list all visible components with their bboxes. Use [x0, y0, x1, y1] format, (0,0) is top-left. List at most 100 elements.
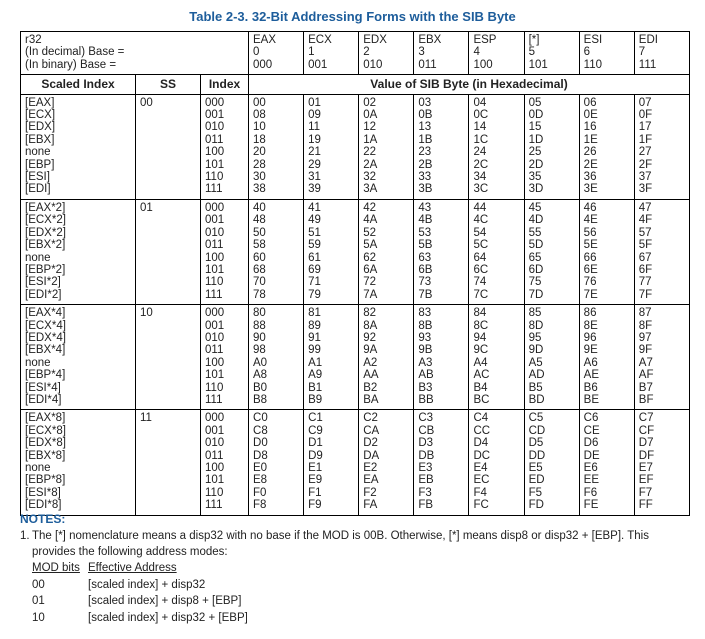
- sib-value: 2D: [528, 158, 544, 171]
- register-name: EBX: [418, 34, 442, 46]
- index-bits: 010: [205, 437, 225, 450]
- sib-value: 5C: [473, 239, 489, 252]
- sib-value: 8A: [363, 319, 378, 332]
- sib-value: 0B: [418, 109, 433, 122]
- index-bits: 011: [205, 449, 224, 462]
- sib-value-cell: 42 4A 52 5A 62 6A 72 7A: [358, 198, 415, 306]
- ss-cell: 10: [135, 304, 201, 411]
- sib-value: 22: [363, 146, 377, 159]
- register-name: ECX: [308, 34, 332, 46]
- sib-value: CB: [418, 424, 435, 437]
- sib-value-cell: 00 08 10 18 20 28 30 38: [248, 93, 305, 200]
- sib-value: E7: [638, 462, 653, 474]
- index-bits: 001: [205, 319, 225, 332]
- sib-value: 0D: [528, 109, 544, 122]
- sib-value: 55: [528, 226, 542, 239]
- sib-value: FD: [528, 499, 544, 512]
- register-decimal: 6: [583, 46, 591, 59]
- sib-value: 26: [583, 146, 597, 159]
- mode-header: Effective Address: [88, 562, 177, 574]
- base-label-cell: r32 (In decimal) Base = (In binary) Base =: [19, 30, 250, 76]
- scaled-index: [EBP*2]: [25, 263, 66, 276]
- sib-value: 6C: [473, 263, 489, 276]
- scaled-index: [ESI*8]: [25, 486, 61, 499]
- sib-value: F3: [418, 486, 432, 499]
- sib-value: 33: [418, 171, 432, 184]
- sib-value: 44: [473, 201, 487, 214]
- scaled-index: none: [25, 146, 51, 159]
- ss-cell: 11: [135, 409, 201, 516]
- sib-value: 14: [473, 121, 487, 134]
- sib-value: 18: [253, 133, 266, 146]
- sib-value: A9: [308, 369, 323, 382]
- sib-value: 51: [308, 226, 321, 239]
- sib-value: EE: [583, 474, 600, 487]
- sib-value: 40: [253, 201, 266, 214]
- index-bits: 100: [205, 356, 225, 369]
- sib-value: A5: [528, 356, 543, 369]
- sib-value: 12: [363, 121, 377, 134]
- sib-value: A1: [308, 356, 323, 369]
- sib-value: 52: [363, 226, 377, 239]
- scaled-index: [EDI*4]: [25, 393, 62, 406]
- sib-value: 43: [418, 201, 432, 214]
- scaled-index: [EBP]: [25, 158, 55, 171]
- sib-value-cell: C0 C8 D0 D8 E0 E8 F0 F8: [248, 409, 305, 516]
- scaled-index: [EDX*4]: [25, 331, 66, 344]
- sib-value: 4A: [363, 214, 378, 227]
- register-name: ESI: [583, 34, 603, 46]
- notes: NOTES: 1. The [*] nomenclature means a di…: [20, 511, 690, 626]
- sib-value: 9D: [528, 344, 544, 357]
- sib-value: 73: [418, 276, 432, 289]
- sib-value: B3: [418, 381, 433, 394]
- sib-value: 76: [583, 276, 597, 289]
- column-header: SS: [135, 74, 201, 95]
- sib-value: 57: [638, 226, 652, 239]
- sib-value: 10: [253, 121, 266, 134]
- sib-value: F7: [638, 486, 653, 499]
- scaled-index: [EAX]: [25, 96, 55, 109]
- sib-value: 4C: [473, 214, 489, 227]
- sib-value: 2C: [473, 158, 489, 171]
- sib-value: E4: [473, 462, 488, 474]
- index-cell: 000 001 010 011 100 101 110 111: [199, 198, 250, 306]
- sib-value: 8D: [528, 319, 544, 332]
- sib-value: D7: [638, 437, 654, 450]
- sib-value: 6D: [528, 263, 544, 276]
- sib-value: 93: [418, 331, 432, 344]
- sib-value: EB: [418, 474, 434, 487]
- sib-value: 77: [638, 276, 652, 289]
- sib-value-cell: 06 0E 16 1E 26 2E 36 3E: [578, 93, 635, 200]
- sib-value-cell: 01 09 11 19 21 29 31 39: [303, 93, 360, 200]
- sib-value: C3: [418, 412, 434, 425]
- sib-value: B7: [638, 381, 653, 394]
- scaled-index: [EBX*4]: [25, 344, 66, 357]
- sib-value: C2: [363, 412, 378, 425]
- index-bits: 101: [205, 474, 225, 487]
- sib-value: 07: [638, 96, 652, 109]
- scaled-index: none: [25, 356, 51, 369]
- sib-value: 23: [418, 146, 432, 159]
- scaled-index: [EDX*2]: [25, 226, 66, 239]
- register-binary: 000: [253, 58, 273, 71]
- sib-value: 53: [418, 226, 432, 239]
- sib-value: CA: [363, 424, 380, 437]
- sib-value: AB: [418, 369, 434, 382]
- base-label: (In binary) Base =: [25, 58, 117, 71]
- sib-value: F8: [253, 499, 267, 512]
- sib-value: BA: [363, 393, 379, 406]
- group-row: [EAX*8] [ECX*8] [EDX*8] [EBX*8] none [EBP*8][…: [20, 409, 691, 516]
- sib-value: 5B: [418, 239, 433, 252]
- index-bits: 111: [205, 393, 223, 406]
- sib-value: B6: [583, 381, 598, 394]
- sib-value-cell: C4 CC D4 DC E4 EC F4 FC: [468, 409, 525, 516]
- sib-value: 8B: [418, 319, 433, 332]
- sib-value: 7A: [363, 288, 378, 301]
- scaled-index: [EAX*4]: [25, 307, 66, 320]
- sib-value-cell: 41 49 51 59 61 69 71 79: [303, 198, 360, 306]
- sib-value: 88: [253, 319, 266, 332]
- ss-value: 11: [140, 412, 152, 425]
- register-binary: 011: [418, 58, 437, 71]
- sib-value: 1A: [363, 133, 378, 146]
- sib-value: 98: [253, 344, 266, 357]
